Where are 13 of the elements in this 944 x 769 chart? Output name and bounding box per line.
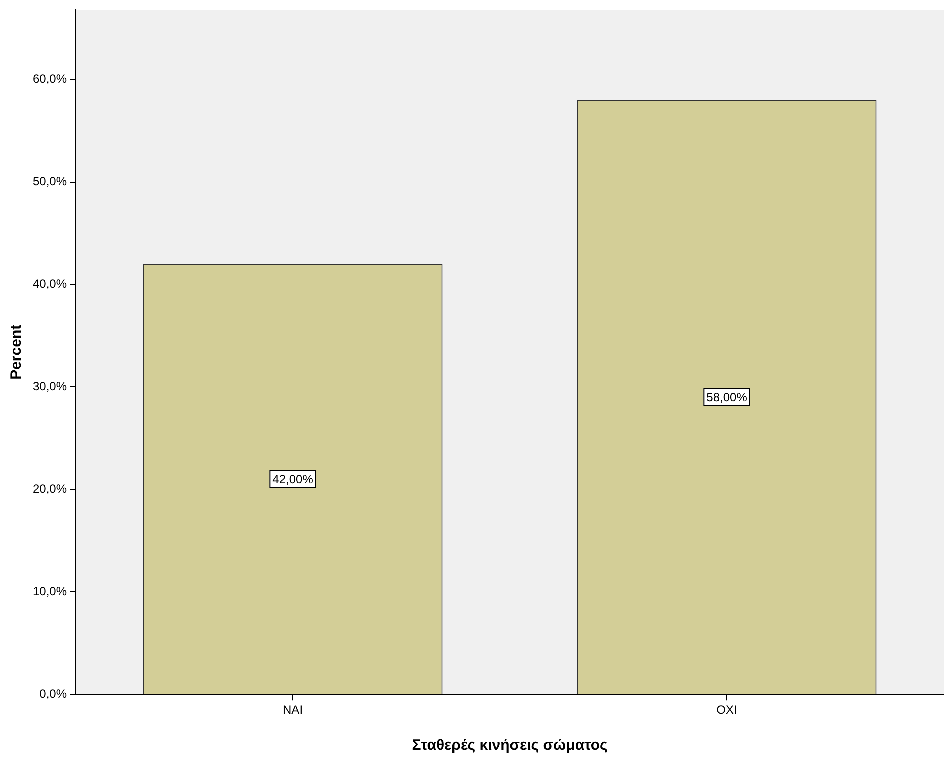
y-tick-label: 10,0% (32, 584, 68, 598)
y-tick-label: 50,0% (32, 174, 68, 189)
x-tick-label: NAI (283, 703, 304, 718)
data-label: 42,00% (272, 472, 314, 487)
y-tick-label: 60,0% (32, 72, 68, 86)
y-tick-label: 0,0% (40, 686, 68, 701)
y-tick-label: 40,0% (32, 277, 68, 292)
data-label: 58,00% (706, 390, 748, 405)
x-axis-title: Σταθερές κινήσεις σώματος (412, 737, 608, 754)
x-tick-label: OXI (716, 703, 738, 718)
y-tick-label: 20,0% (32, 482, 68, 496)
y-tick-label: 30,0% (32, 380, 68, 394)
y-axis-title: Percent (8, 324, 26, 380)
